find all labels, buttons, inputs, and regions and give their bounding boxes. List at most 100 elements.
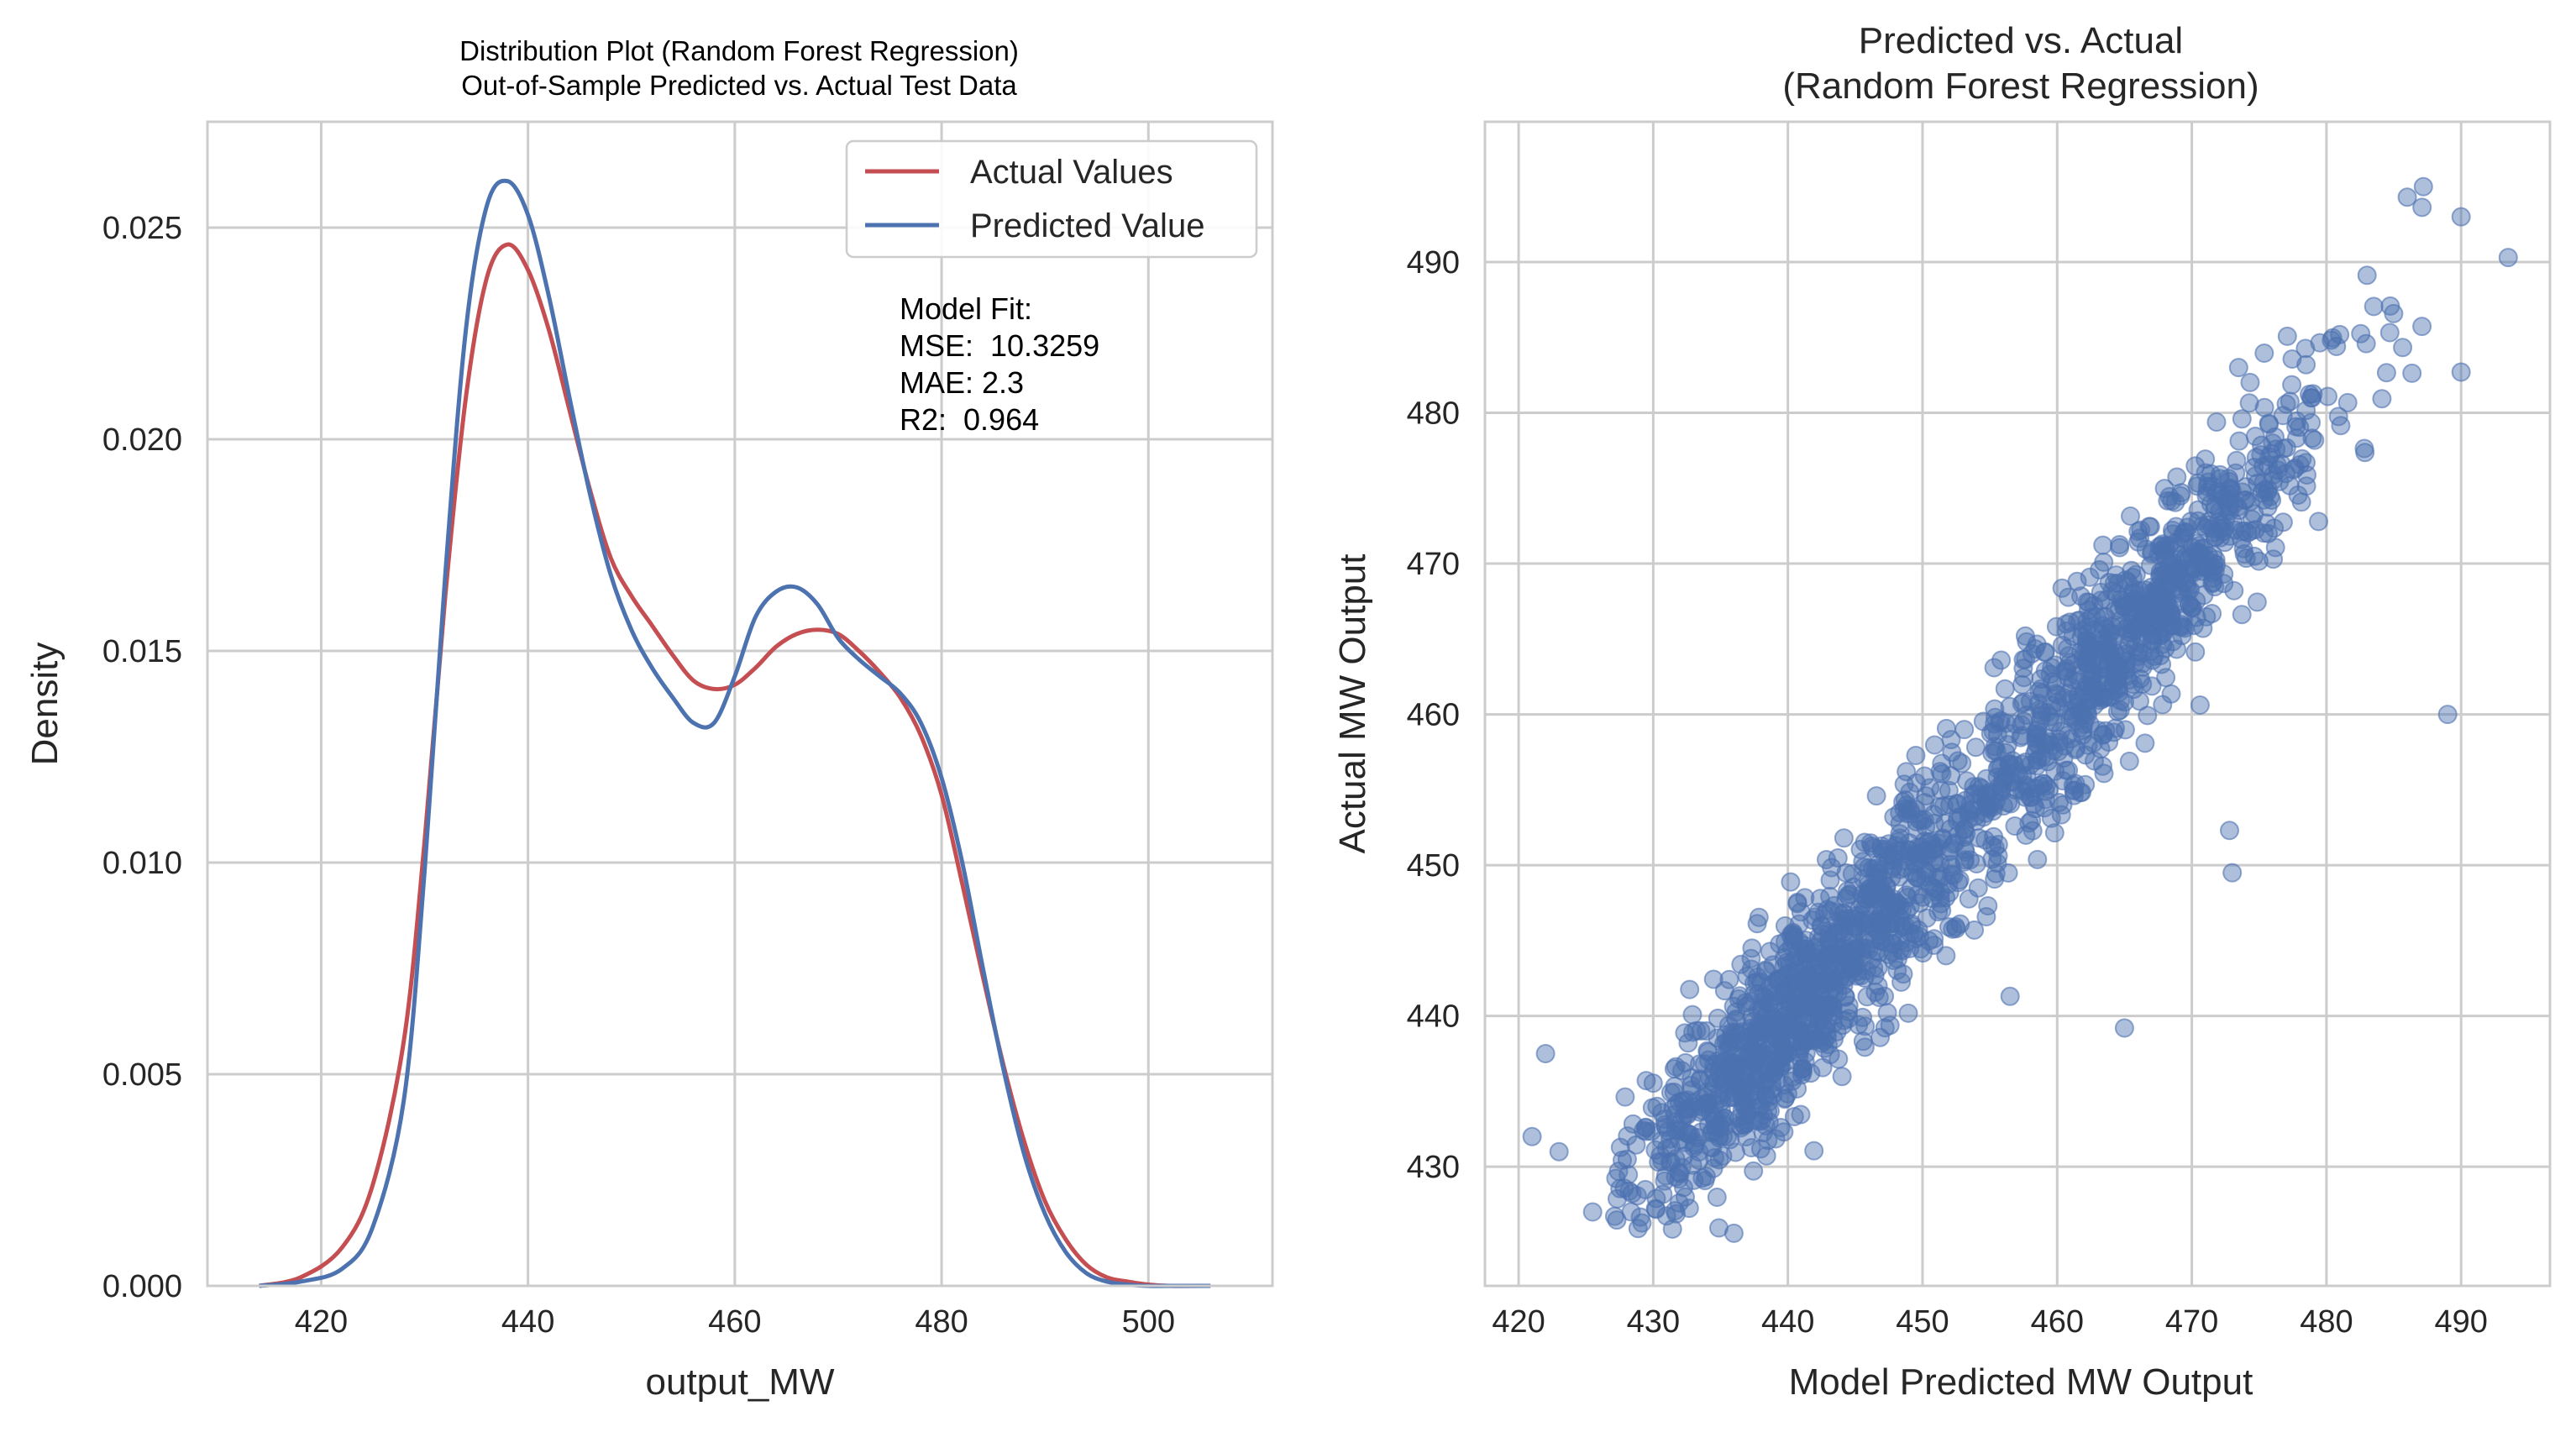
scatter-point (1691, 1020, 1711, 1041)
scatter-point (2351, 323, 2371, 344)
scatter-point (2206, 412, 2227, 432)
scatter-point (2112, 647, 2131, 667)
scatter-point (1685, 1093, 1705, 1113)
scatter-point (2240, 491, 2260, 511)
scatter-point (1915, 861, 1935, 881)
scatter-point (1741, 991, 1761, 1011)
scatter-point (1696, 1087, 1716, 1107)
chart2-y-tick-label: 480 (1407, 396, 1460, 432)
scatter-point (2074, 714, 2094, 734)
scatter-point (2020, 691, 2040, 711)
chart2-y-tick-label: 440 (1407, 999, 1460, 1035)
scatter-point (2247, 592, 2267, 612)
scatter-point (2273, 512, 2293, 532)
scatter-point (1741, 948, 1761, 968)
scatter-point (2216, 510, 2236, 530)
scatter-point (2094, 552, 2114, 572)
scatter-point (2296, 401, 2316, 421)
scatter-point (2170, 485, 2190, 506)
scatter-point (1870, 1027, 1890, 1047)
scatter-point (1866, 786, 1886, 806)
scatter-point (2028, 849, 2048, 869)
scatter-point (1771, 1118, 1791, 1137)
scatter-point (1744, 1161, 1764, 1181)
scatter-point (2071, 627, 2091, 647)
scatter-point (2051, 805, 2071, 825)
scatter-point (1941, 766, 1961, 786)
scatter-point (2000, 986, 2020, 1006)
scatter-point (1947, 794, 1967, 813)
scatter-point (1762, 1073, 1782, 1094)
scatter-point (1690, 1054, 1709, 1074)
scatter-point (2053, 771, 2073, 791)
scatter-point (1939, 917, 1959, 937)
legend-label-predicted: Predicted Value (970, 207, 1204, 244)
chart2-x-tick-label: 430 (1627, 1304, 1680, 1340)
scatter-point (2122, 568, 2143, 587)
chart2-x-tick-label: 470 (2165, 1304, 2218, 1340)
scatter-point (1619, 1181, 1640, 1201)
scatter-point (2273, 406, 2293, 426)
scatter-point (2412, 197, 2432, 218)
scatter-point (2164, 565, 2185, 585)
scatter-point (1929, 797, 1949, 817)
chart2-title-line1: Predicted vs. Actual (1859, 20, 2183, 61)
scatter-point (1801, 1063, 1821, 1083)
scatter-point (1680, 979, 1700, 999)
scatter-point (2016, 775, 2036, 795)
scatter-point (1719, 1037, 1739, 1057)
scatter-point (1725, 1057, 1745, 1077)
chart1-y-axis-label: Density (24, 643, 66, 766)
scatter-point (1886, 892, 1906, 912)
scatter-point (2263, 470, 2283, 490)
scatter-point (1664, 1082, 1684, 1102)
scatter-point (1677, 1104, 1697, 1124)
scatter-point (2083, 677, 2103, 697)
scatter-point (1881, 868, 1902, 888)
scatter-point (2156, 668, 2176, 688)
chart1-title-line1: Distribution Plot (Random Forest Regress… (459, 35, 1019, 66)
distribution-plot: Distribution Plot (Random Forest Regress… (24, 35, 1274, 1403)
legend-label-actual: Actual Values (970, 154, 1173, 191)
chart2-x-tick-label: 420 (1492, 1304, 1545, 1340)
scatter-point (2354, 438, 2374, 459)
scatter-point (1936, 718, 1956, 738)
scatter-point (2104, 722, 2124, 742)
scatter-point (2451, 362, 2471, 382)
scatter-point (2239, 393, 2259, 413)
scatter-point (1978, 896, 1998, 915)
scatter-point (2264, 464, 2284, 485)
scatter-point (1954, 850, 1975, 870)
scatter-point (2056, 760, 2076, 780)
scatter-point (1718, 1127, 1737, 1146)
scatter-point (1791, 1104, 1811, 1125)
scatter-point (1804, 998, 1823, 1017)
scatter-point (1764, 986, 1784, 1006)
scatter-point (1615, 1087, 1635, 1107)
scatter-point (2384, 303, 2404, 323)
scatter-point (1715, 1109, 1735, 1129)
scatter-point (2397, 187, 2417, 207)
chart1-y-tick-label: 0.020 (102, 422, 182, 458)
scatter-point (1875, 1018, 1895, 1038)
scatter-point (1771, 1033, 1792, 1052)
scatter-point (2235, 521, 2255, 541)
annotation-line-1: Model Fit: (900, 291, 1032, 326)
scatter-point (1758, 1130, 1778, 1151)
scatter-point (2254, 344, 2274, 363)
scatter-point (2296, 354, 2316, 375)
scatter-point (2451, 207, 2471, 227)
scatter-point (1893, 792, 1913, 812)
scatter-point (1984, 658, 2004, 678)
scatter-point (1765, 1062, 1784, 1082)
scatter-point (1849, 1015, 1869, 1035)
scatter-point (1731, 954, 1751, 974)
scatter-point (1658, 1121, 1678, 1141)
scatter-point (1656, 1206, 1676, 1226)
scatter-point (2183, 559, 2203, 580)
scatter-point (2131, 520, 2151, 540)
scatter-point (2163, 572, 2183, 592)
scatter-point (1924, 735, 1944, 755)
scatter-point (1955, 842, 1975, 862)
scatter-point (2069, 692, 2089, 711)
